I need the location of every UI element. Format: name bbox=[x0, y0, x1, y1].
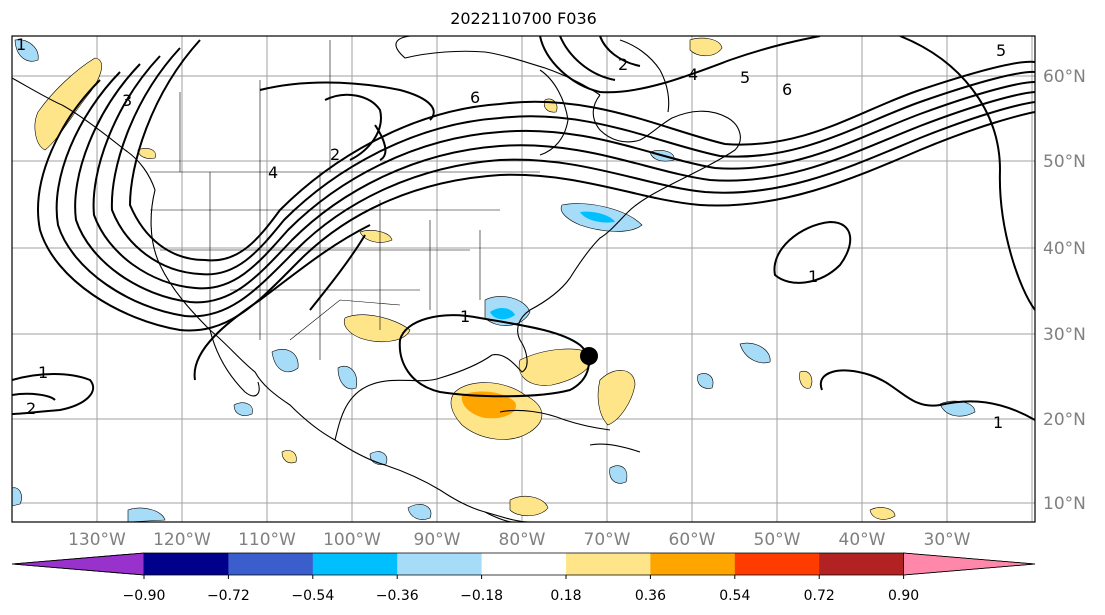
colorbar-segment bbox=[144, 553, 229, 575]
colorbar-tick-label: 0.18 bbox=[550, 588, 581, 604]
colorbar-segment bbox=[734, 553, 820, 575]
map-panel bbox=[12, 36, 1035, 522]
longitude-label: 90°W bbox=[414, 530, 461, 550]
positive-anomaly-shading bbox=[34, 37, 896, 520]
latitude-labels: 60°N 50°N 40°N 30°N 20°N 10°N bbox=[1043, 67, 1086, 514]
colorbar-segment bbox=[397, 553, 483, 575]
contour-label: 6 bbox=[470, 88, 480, 107]
contour-value-labels: 6 4 5 6 3 2 2 4 1 2 1 1 1 5 1 bbox=[16, 35, 1006, 432]
longitude-label: 100°W bbox=[323, 530, 381, 550]
colorbar-tick-label: 0.54 bbox=[719, 588, 750, 604]
colorbar-tick-labels: −0.90 −0.72 −0.54 −0.36 −0.18 0.18 0.36 0.54 0.7… bbox=[123, 575, 919, 604]
colorbar-segment bbox=[228, 553, 314, 575]
negative-anomaly-shading bbox=[12, 39, 976, 522]
colorbar-segment bbox=[312, 553, 398, 575]
contour-label: 6 bbox=[782, 80, 792, 99]
longitude-label: 30°W bbox=[924, 530, 971, 550]
contour-label: 3 bbox=[122, 91, 132, 110]
colorbar-tick-label: 0.90 bbox=[888, 588, 919, 604]
contour-label: 4 bbox=[688, 65, 698, 84]
colorbar-tick-label: 0.72 bbox=[804, 588, 835, 604]
latitude-label: 10°N bbox=[1043, 494, 1086, 514]
colorbar bbox=[11, 552, 1036, 576]
latitude-label: 60°N bbox=[1043, 67, 1086, 87]
latitude-label: 20°N bbox=[1043, 410, 1086, 430]
contour-label: 5 bbox=[996, 41, 1006, 60]
contour-label: 2 bbox=[330, 145, 340, 164]
colorbar-tick-label: −0.72 bbox=[207, 588, 250, 604]
storm-center-dot bbox=[580, 347, 598, 365]
latitude-label: 30°N bbox=[1043, 325, 1086, 345]
longitude-label: 60°W bbox=[669, 530, 716, 550]
colorbar-tick-label: 0.36 bbox=[635, 588, 666, 604]
map-frame bbox=[11, 35, 1036, 523]
contour-label: 2 bbox=[618, 55, 628, 74]
contour-label: 4 bbox=[268, 163, 278, 182]
contour-lines bbox=[12, 36, 1035, 421]
coastlines bbox=[12, 36, 741, 522]
contour-label: 2 bbox=[26, 399, 36, 418]
map-title: 2022110700 F036 bbox=[450, 9, 597, 28]
longitude-label: 80°W bbox=[499, 530, 546, 550]
longitude-label: 50°W bbox=[754, 530, 801, 550]
contour-label: 1 bbox=[16, 35, 26, 54]
longitude-labels: 130°W 120°W 110°W 100°W 90°W 80°W 70°W 60°W 50°W… bbox=[68, 530, 971, 550]
contour-label: 1 bbox=[460, 307, 470, 326]
contour-label: 1 bbox=[993, 413, 1003, 432]
colorbar-tick-label: −0.90 bbox=[123, 588, 166, 604]
longitude-label: 40°W bbox=[839, 530, 886, 550]
colorbar-tick-label: −0.36 bbox=[376, 588, 419, 604]
contour-label: 1 bbox=[38, 363, 48, 382]
colorbar-extend-high bbox=[903, 552, 1036, 576]
colorbar-extend-low bbox=[11, 552, 145, 576]
colorbar-segment bbox=[566, 553, 651, 575]
colorbar-tick-label: −0.18 bbox=[460, 588, 503, 604]
longitude-label: 110°W bbox=[238, 530, 296, 550]
longitude-label: 120°W bbox=[153, 530, 211, 550]
longitude-label: 70°W bbox=[584, 530, 631, 550]
colorbar-segment bbox=[650, 553, 736, 575]
colorbar-segment bbox=[481, 553, 567, 575]
contour-label: 1 bbox=[808, 267, 818, 286]
contour-label: 5 bbox=[740, 68, 750, 87]
colorbar-segment bbox=[819, 553, 905, 575]
colorbar-tick-label: −0.54 bbox=[291, 588, 334, 604]
longitude-label: 130°W bbox=[68, 530, 126, 550]
latitude-label: 50°N bbox=[1043, 152, 1086, 172]
latitude-label: 40°N bbox=[1043, 239, 1086, 259]
